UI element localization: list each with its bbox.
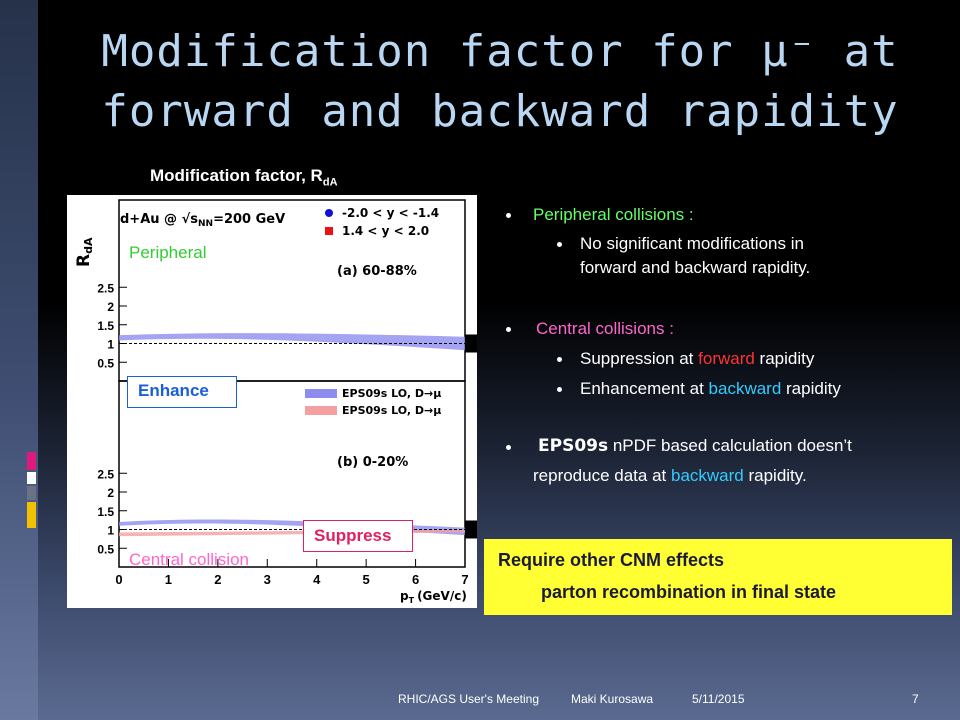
x-tick-label: 2 (214, 572, 221, 587)
bullet-central: Central collisions : (536, 319, 674, 338)
x-tick-label: 5 (363, 572, 370, 587)
callout-line-2: parton recombination in final state (541, 582, 837, 602)
bottom-y-tick-label: 1 (107, 524, 114, 538)
note-enhance-box: Enhance (127, 376, 237, 408)
accent-square-pink (27, 452, 36, 470)
bullet-central-sub1: Suppression at forward rapidity (580, 349, 815, 368)
top-y-tick-label: 2 (107, 300, 114, 314)
bullet-peripheral: Peripheral collisions : (533, 205, 694, 224)
left-accent-bar (0, 0, 38, 720)
callout-box: Require other CNM effects parton recombi… (484, 539, 952, 615)
plot-caption-sub: dA (322, 176, 338, 189)
bullet-dot (506, 445, 511, 450)
legend-eps-backward: EPS09s LO, D→μ (342, 387, 441, 400)
legend-marker-forward (325, 227, 333, 235)
legend-band-forward (305, 406, 337, 415)
plot-caption-text: Modification factor, R (150, 166, 323, 185)
bullet-dot (557, 357, 562, 362)
bullet-dot (506, 213, 511, 218)
bottom-edge-marker (465, 520, 477, 539)
rda-plot-svg: 2.5 2 1.5 1 0.5 2.5 2 1.5 1 0.5 0 1 2 3 4 5 6 7 RdA d+Au … (74, 199, 477, 605)
legend-backward: -2.0 < y < -1.4 (342, 206, 439, 220)
note-enhance: Enhance (138, 381, 209, 400)
note-peripheral: Peripheral (129, 243, 207, 262)
legend-marker-backward (325, 209, 333, 217)
bottom-panel-frame (118, 380, 466, 568)
bullet-eps09s-line2: reproduce data at backward rapidity. (533, 466, 807, 485)
footer-page-number: 7 (912, 692, 919, 706)
x-tick-label: 6 (412, 572, 419, 587)
footer-date: 5/11/2015 (692, 692, 745, 706)
rda-figure: 2.5 2 1.5 1 0.5 2.5 2 1.5 1 0.5 0 1 2 3 4 5 6 7 RdA d+Au … (67, 195, 477, 608)
bottom-y-tick-label: 1.5 (97, 505, 114, 519)
bullet-central-sub2: Enhancement at backward rapidity (580, 379, 841, 398)
x-tick-label: 4 (313, 572, 321, 587)
x-tick-label: 3 (264, 572, 271, 587)
note-central: Central collision (129, 550, 249, 569)
plot-caption: Modification factor, RdA (150, 166, 338, 188)
bullet-dot (506, 327, 511, 332)
top-y-tick-label: 2.5 (97, 281, 114, 295)
panel-top-label: (a) 60-88% (337, 264, 417, 279)
bottom-eps-band-backward (119, 519, 465, 536)
bullet-peripheral-sub2: forward and backward rapidity. (580, 258, 811, 277)
top-edge-marker (465, 334, 477, 353)
x-tick-label: 1 (165, 572, 172, 587)
title-line-1: Modification factor for μ⁻ at (101, 26, 899, 77)
bullet-dot (557, 387, 562, 392)
accent-square-gray (27, 486, 36, 500)
x-axis-label: pT (GeV/c) (400, 589, 467, 605)
slide-title: Modification factor for μ⁻ at forward an… (60, 22, 940, 142)
bottom-y-tick-label: 2.5 (97, 467, 114, 481)
bottom-y-tick-label: 2 (107, 486, 114, 500)
bottom-y-tick-label: 0.5 (97, 542, 114, 556)
callout-line-1: Require other CNM effects (498, 550, 725, 570)
bullet-eps09s: EPS09s nPDF based calculation doesn’t (538, 436, 852, 456)
top-y-tick-label: 1 (107, 338, 114, 352)
bottom-eps-band-forward (119, 529, 465, 537)
panel-bottom-label: (b) 0-20% (337, 455, 408, 470)
legend-band-backward (305, 389, 337, 398)
legend-eps-forward: EPS09s LO, D→μ (342, 404, 441, 417)
accent-square-white (27, 472, 36, 484)
note-suppress-box: Suppress (303, 520, 413, 552)
x-tick-label: 0 (115, 572, 122, 587)
accent-square-yellow (27, 502, 36, 528)
top-y-tick-label: 1.5 (97, 319, 114, 333)
x-tick-label: 7 (461, 572, 468, 587)
y-axis-label: RdA (74, 237, 95, 267)
top-eps-band-backward (119, 333, 465, 351)
title-line-2: forward and backward rapidity (101, 86, 899, 137)
legend-forward: 1.4 < y < 2.0 (342, 224, 429, 238)
footer-author: Maki Kurosawa (571, 692, 654, 706)
bullet-dot (557, 242, 562, 247)
top-y-tick-label: 0.5 (97, 356, 114, 370)
bullet-peripheral-sub1: No significant modifications in (580, 234, 804, 253)
system-label: d+Au @ √sNN=200 GeV (120, 212, 285, 229)
footer-meeting: RHIC/AGS User's Meeting (398, 692, 539, 706)
note-suppress: Suppress (314, 526, 392, 545)
